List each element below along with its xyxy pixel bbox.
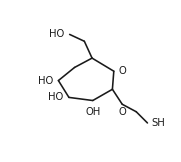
Text: O: O	[118, 66, 126, 76]
Text: SH: SH	[152, 118, 165, 128]
Text: HO: HO	[48, 92, 63, 102]
Text: OH: OH	[85, 107, 100, 117]
Text: O: O	[118, 107, 126, 117]
Text: HO: HO	[37, 75, 53, 86]
Text: HO: HO	[49, 29, 64, 39]
